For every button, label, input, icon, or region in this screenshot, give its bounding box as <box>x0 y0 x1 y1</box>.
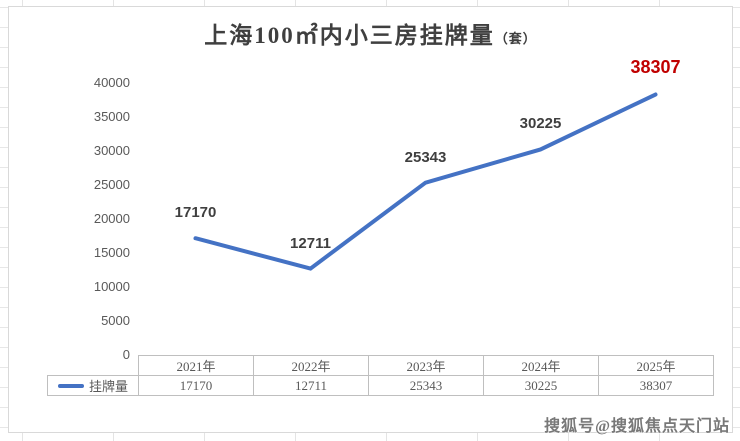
y-axis-tick-label: 40000 <box>93 75 130 90</box>
data-label: 17170 <box>174 204 217 222</box>
y-axis-tick-label: 30000 <box>93 143 130 158</box>
data-label: 30225 <box>519 115 562 133</box>
data-label: 38307 <box>630 56 681 77</box>
chart-title-unit: （套） <box>494 31 537 46</box>
table-cell: 25343 <box>368 375 484 396</box>
y-axis-tick-label: 5000 <box>101 313 130 328</box>
data-label: 12711 <box>290 234 331 252</box>
table-column-header: 2021年 <box>138 355 254 376</box>
watermark: 搜狐号@搜狐焦点天门站 <box>544 418 730 435</box>
table-column-header: 2022年 <box>253 355 369 376</box>
table-cell: 17170 <box>138 375 254 396</box>
table-cell: 38307 <box>598 375 714 396</box>
y-axis-tick-label: 0 <box>122 347 130 362</box>
legend-label: 挂牌量 <box>88 379 128 394</box>
table-column-header: 2024年 <box>483 355 599 376</box>
table-cell: 12711 <box>253 375 369 396</box>
table-cell: 30225 <box>483 375 599 396</box>
y-axis-tick-label: 10000 <box>93 279 130 294</box>
table-data-row: 挂牌量 17170 12711 25343 30225 38307 <box>47 375 714 396</box>
y-axis-tick-label: 20000 <box>93 211 130 226</box>
data-table: 2021年 2022年 2023年 2024年 2025年 挂牌量 17170 12711… <box>47 355 714 396</box>
table-column-header: 2023年 <box>368 355 484 376</box>
table-column-header: 2025年 <box>598 355 714 376</box>
data-label: 25343 <box>404 148 447 166</box>
table-header-row: 2021年 2022年 2023年 2024年 2025年 <box>47 355 714 376</box>
y-axis-tick-label: 25000 <box>93 177 130 192</box>
legend-line-swatch <box>57 383 84 388</box>
chart-title: 上海100㎡内小三房挂牌量（套） <box>8 16 733 50</box>
chart-title-text: 上海100㎡内小三房挂牌量 <box>204 23 495 48</box>
table-corner-cell <box>47 355 139 376</box>
y-axis-tick-label: 15000 <box>93 245 130 260</box>
y-axis-tick-label: 35000 <box>93 109 130 124</box>
legend-cell: 挂牌量 <box>47 375 139 396</box>
